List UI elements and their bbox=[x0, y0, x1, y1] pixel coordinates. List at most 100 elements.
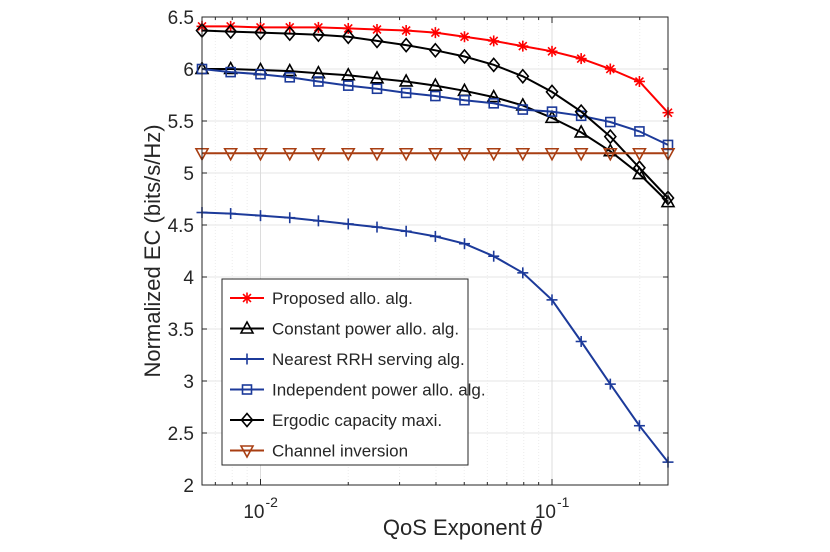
plus-marker bbox=[517, 267, 529, 279]
legend-label: Channel inversion bbox=[272, 442, 408, 461]
series-3 bbox=[196, 63, 674, 151]
square-marker bbox=[546, 106, 558, 117]
y-tick-label: 6.5 bbox=[168, 8, 194, 29]
square-marker bbox=[517, 104, 529, 115]
y-tick-label: 3 bbox=[183, 372, 194, 393]
triangle-down-marker bbox=[340, 147, 356, 162]
diamond-marker bbox=[240, 412, 254, 428]
triangle-down-marker bbox=[311, 147, 326, 162]
legend-entry: Channel inversion bbox=[230, 442, 408, 461]
diamond-marker bbox=[574, 103, 588, 120]
asterisk-marker bbox=[241, 292, 253, 304]
asterisk-marker bbox=[517, 40, 529, 52]
diamond-marker bbox=[545, 84, 559, 100]
asterisk-marker bbox=[371, 23, 383, 35]
square-marker bbox=[459, 94, 470, 106]
triangle-down-marker bbox=[223, 147, 238, 162]
plot-frame bbox=[201, 16, 669, 486]
diamond-marker bbox=[603, 128, 617, 145]
y-tick-label: 4 bbox=[183, 268, 194, 289]
square-marker bbox=[313, 76, 324, 87]
legend-box bbox=[221, 278, 469, 466]
square-marker bbox=[241, 384, 253, 395]
square-marker bbox=[371, 83, 383, 95]
square-marker bbox=[284, 72, 296, 83]
triangle-down-marker bbox=[544, 147, 560, 162]
x-axis-label-symbol: θ bbox=[530, 515, 542, 540]
asterisk-stroke bbox=[372, 24, 382, 35]
diamond-marker bbox=[428, 42, 442, 59]
y-tick-labels: 2 2.5 3 3.5 4 4.5 5 5.5 6 6.5 bbox=[168, 8, 195, 497]
triangle-down-marker bbox=[428, 147, 443, 162]
triangle-up-marker bbox=[282, 62, 298, 77]
diamond-marker bbox=[224, 23, 238, 40]
triangle-up-marker bbox=[632, 165, 647, 180]
x-tick-label-exponent: -1 bbox=[557, 494, 570, 510]
plus-marker bbox=[284, 212, 296, 224]
y-axis-label: Normalized EC (bits/s/Hz) bbox=[140, 124, 165, 377]
asterisk-stroke bbox=[401, 25, 411, 36]
triangle-up-marker bbox=[486, 88, 502, 103]
series-line bbox=[201, 68, 669, 146]
triangle-down-marker bbox=[486, 147, 502, 162]
asterisk-stroke bbox=[518, 41, 528, 51]
square-marker bbox=[488, 98, 500, 109]
legend-label: Constant power allo. alg. bbox=[272, 320, 459, 339]
legend-entry: Nearest RRH serving alg. bbox=[230, 350, 465, 369]
asterisk-marker bbox=[546, 45, 558, 57]
x-tick-label: 10 -1 bbox=[535, 494, 570, 523]
legend-entry: Proposed allo. alg. bbox=[230, 289, 413, 308]
y-tick-label: 2 bbox=[183, 476, 194, 497]
plus-marker bbox=[400, 225, 412, 237]
diamond-marker bbox=[283, 25, 297, 42]
asterisk-marker bbox=[633, 75, 645, 87]
asterisk-marker bbox=[342, 22, 354, 34]
square-marker bbox=[634, 126, 645, 137]
diamond-marker bbox=[632, 160, 646, 176]
square-marker bbox=[225, 66, 236, 78]
legend-label: Independent power allo. alg. bbox=[272, 381, 486, 400]
square-marker bbox=[430, 90, 441, 102]
triangle-up-marker bbox=[340, 67, 356, 81]
triangle-down-marker bbox=[573, 147, 589, 162]
x-tick-labels: 10 -2 10 -1 bbox=[243, 494, 569, 523]
asterisk-stroke bbox=[343, 23, 353, 33]
triangle-up-marker bbox=[428, 77, 443, 91]
y-tick-label: 5 bbox=[183, 164, 194, 185]
x-tick-label-base: 10 bbox=[243, 502, 264, 523]
square-marker bbox=[400, 87, 412, 99]
asterisk-stroke bbox=[430, 28, 440, 38]
y-tick-label: 4.5 bbox=[168, 216, 194, 237]
asterisk-marker bbox=[575, 53, 587, 65]
triangle-up-marker bbox=[239, 320, 255, 334]
triangle-down-marker bbox=[398, 147, 414, 162]
triangle-down-marker bbox=[632, 147, 647, 162]
legend-entry: Ergodic capacity maxi. bbox=[230, 411, 442, 430]
legend-label: Nearest RRH serving alg. bbox=[272, 350, 465, 369]
diamond-marker bbox=[399, 37, 413, 53]
triangle-up-marker bbox=[602, 142, 618, 157]
series-5 bbox=[194, 147, 676, 162]
asterisk-stroke bbox=[459, 32, 470, 42]
asterisk-stroke bbox=[489, 36, 499, 46]
y-tick-label: 3.5 bbox=[168, 320, 194, 341]
x-tick-label: 10 -2 bbox=[243, 494, 278, 523]
legend-label: Proposed allo. alg. bbox=[272, 289, 413, 308]
asterisk-stroke bbox=[242, 293, 252, 303]
plus-marker bbox=[342, 218, 354, 230]
triangle-down-marker bbox=[282, 147, 298, 162]
plus-marker bbox=[241, 353, 253, 365]
plus-marker bbox=[488, 250, 500, 262]
plus-marker bbox=[546, 294, 558, 306]
series-line bbox=[202, 68, 669, 203]
asterisk-marker bbox=[488, 35, 500, 47]
x-tick-label-exponent: -2 bbox=[265, 494, 278, 510]
triangle-down-marker bbox=[239, 445, 255, 459]
diamond-marker bbox=[253, 24, 268, 41]
triangle-up-marker bbox=[369, 70, 385, 84]
diamond-marker bbox=[370, 33, 384, 49]
ticks bbox=[202, 16, 668, 486]
plus-marker bbox=[458, 238, 470, 250]
plus-marker bbox=[575, 335, 587, 347]
